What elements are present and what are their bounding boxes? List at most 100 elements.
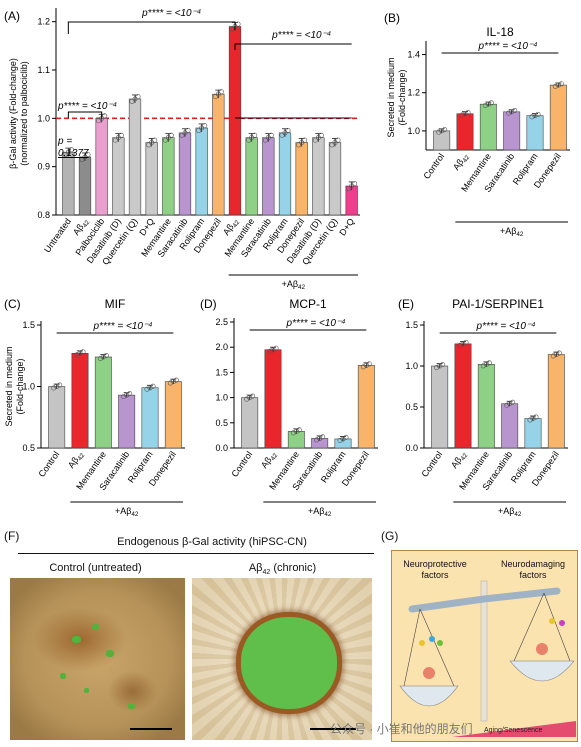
bar bbox=[431, 365, 449, 449]
bar bbox=[112, 137, 125, 216]
sample-point bbox=[152, 137, 158, 143]
factor-dot bbox=[549, 618, 555, 624]
balance-scale-drawing bbox=[399, 580, 576, 737]
sample-point bbox=[102, 113, 108, 119]
neuron-icon bbox=[536, 643, 548, 655]
significance-annotation: p**** = <10⁻⁴ bbox=[285, 318, 345, 329]
y-tick-label: 0.8 bbox=[37, 210, 50, 220]
panel-label: (B) bbox=[384, 11, 400, 25]
sample-point bbox=[442, 127, 448, 133]
bar bbox=[245, 137, 258, 216]
sample-point bbox=[504, 402, 510, 408]
y-tick-label: 1.5 bbox=[405, 320, 418, 330]
bar bbox=[195, 127, 208, 216]
bar bbox=[128, 98, 142, 216]
y-tick-label: 0.9 bbox=[37, 162, 50, 172]
sample-point bbox=[337, 437, 343, 443]
bar bbox=[503, 111, 521, 151]
sample-point bbox=[252, 132, 258, 138]
sample-point bbox=[553, 352, 559, 358]
bar bbox=[145, 142, 158, 216]
bar bbox=[549, 84, 567, 151]
sample-point bbox=[182, 130, 188, 136]
panel-label: (D) bbox=[200, 297, 217, 311]
sample-point bbox=[51, 385, 57, 391]
left-title: Neuroprotective factors bbox=[403, 559, 467, 580]
sample-point bbox=[273, 345, 279, 351]
panel-f: (F) Endogenous β-Gal activity (hiPSC-CN)… bbox=[0, 520, 380, 747]
sample-point bbox=[249, 135, 255, 141]
bar bbox=[433, 130, 451, 151]
sample-point bbox=[265, 135, 271, 141]
bar bbox=[547, 354, 565, 449]
sample-point bbox=[482, 102, 488, 108]
y-axis-label: Secreted in medium bbox=[4, 346, 14, 426]
scale-beam bbox=[408, 587, 561, 613]
watermark: 公众号 · 小崔和他的朋友们 bbox=[330, 722, 473, 736]
sample-point bbox=[349, 183, 355, 189]
y-tick-label: 0.5 bbox=[215, 418, 228, 428]
y-tick-label: 2.0 bbox=[215, 342, 228, 352]
bar bbox=[524, 418, 542, 449]
sample-point bbox=[332, 140, 338, 146]
sample-point bbox=[97, 355, 103, 361]
sample-point bbox=[317, 435, 323, 441]
sample-point bbox=[202, 123, 208, 129]
sample-point bbox=[85, 152, 91, 158]
bar bbox=[312, 137, 325, 216]
y-tick-label: 1.0 bbox=[37, 113, 50, 123]
y-tick-label: 1.4 bbox=[407, 50, 420, 60]
panel-f-label: (F) bbox=[4, 529, 20, 543]
sample-point bbox=[457, 342, 463, 348]
left-pan bbox=[399, 685, 459, 707]
sample-point bbox=[162, 137, 168, 143]
panel-c: (C) MIF Secreted in medium (Fold-change) 0.5… bbox=[4, 297, 185, 518]
sample-point bbox=[314, 437, 320, 443]
sample-point bbox=[150, 383, 156, 389]
scale-string bbox=[419, 608, 455, 687]
green-stain-spot bbox=[72, 636, 81, 643]
panel-f-right-caption: Aβ42 (chronic) bbox=[248, 562, 317, 577]
significance-bracket bbox=[234, 43, 352, 50]
significance-annotation: p**** = <10⁻⁴ bbox=[271, 30, 331, 41]
bar bbox=[456, 113, 474, 151]
group-label: +Aβ42 bbox=[282, 279, 306, 291]
bar bbox=[357, 365, 375, 449]
sample-point bbox=[460, 341, 466, 347]
sample-point bbox=[320, 434, 326, 440]
scale-string bbox=[403, 608, 421, 687]
scale-bar bbox=[310, 728, 356, 730]
panel-f-left-caption: Control (untreated) bbox=[49, 562, 142, 574]
y-axis-label: (Fold-change) bbox=[397, 69, 407, 125]
bar bbox=[328, 142, 342, 216]
bar bbox=[162, 137, 175, 216]
sample-point bbox=[100, 354, 106, 360]
bar bbox=[264, 349, 282, 449]
sample-point bbox=[68, 147, 74, 153]
sample-point bbox=[509, 109, 515, 115]
sample-point bbox=[146, 142, 152, 148]
y-tick-label: 1.5 bbox=[215, 367, 228, 377]
scale-illustration: Neuroprotective factors Neurodamaging fa… bbox=[391, 550, 578, 742]
scale-bar bbox=[130, 728, 172, 730]
sample-point bbox=[170, 379, 176, 385]
bar bbox=[479, 103, 497, 151]
sample-point bbox=[235, 21, 241, 27]
bar bbox=[241, 397, 259, 449]
significance-annotation: p**** = <10⁻⁴ bbox=[477, 41, 537, 52]
sample-point bbox=[279, 132, 285, 138]
sample-point bbox=[480, 363, 486, 369]
sample-point bbox=[462, 111, 468, 117]
sample-point bbox=[250, 393, 256, 399]
sample-point bbox=[229, 26, 235, 32]
sample-point bbox=[535, 111, 541, 117]
p-value-label: p = bbox=[57, 136, 72, 147]
sample-point bbox=[199, 125, 205, 131]
sample-point bbox=[302, 137, 308, 143]
sample-point bbox=[147, 385, 153, 391]
panel-title: IL-18 bbox=[486, 25, 514, 39]
green-stain-aggregate bbox=[236, 612, 342, 714]
bar bbox=[141, 387, 159, 449]
y-tick-label: 1.0 bbox=[215, 393, 228, 403]
sample-point bbox=[165, 135, 171, 141]
